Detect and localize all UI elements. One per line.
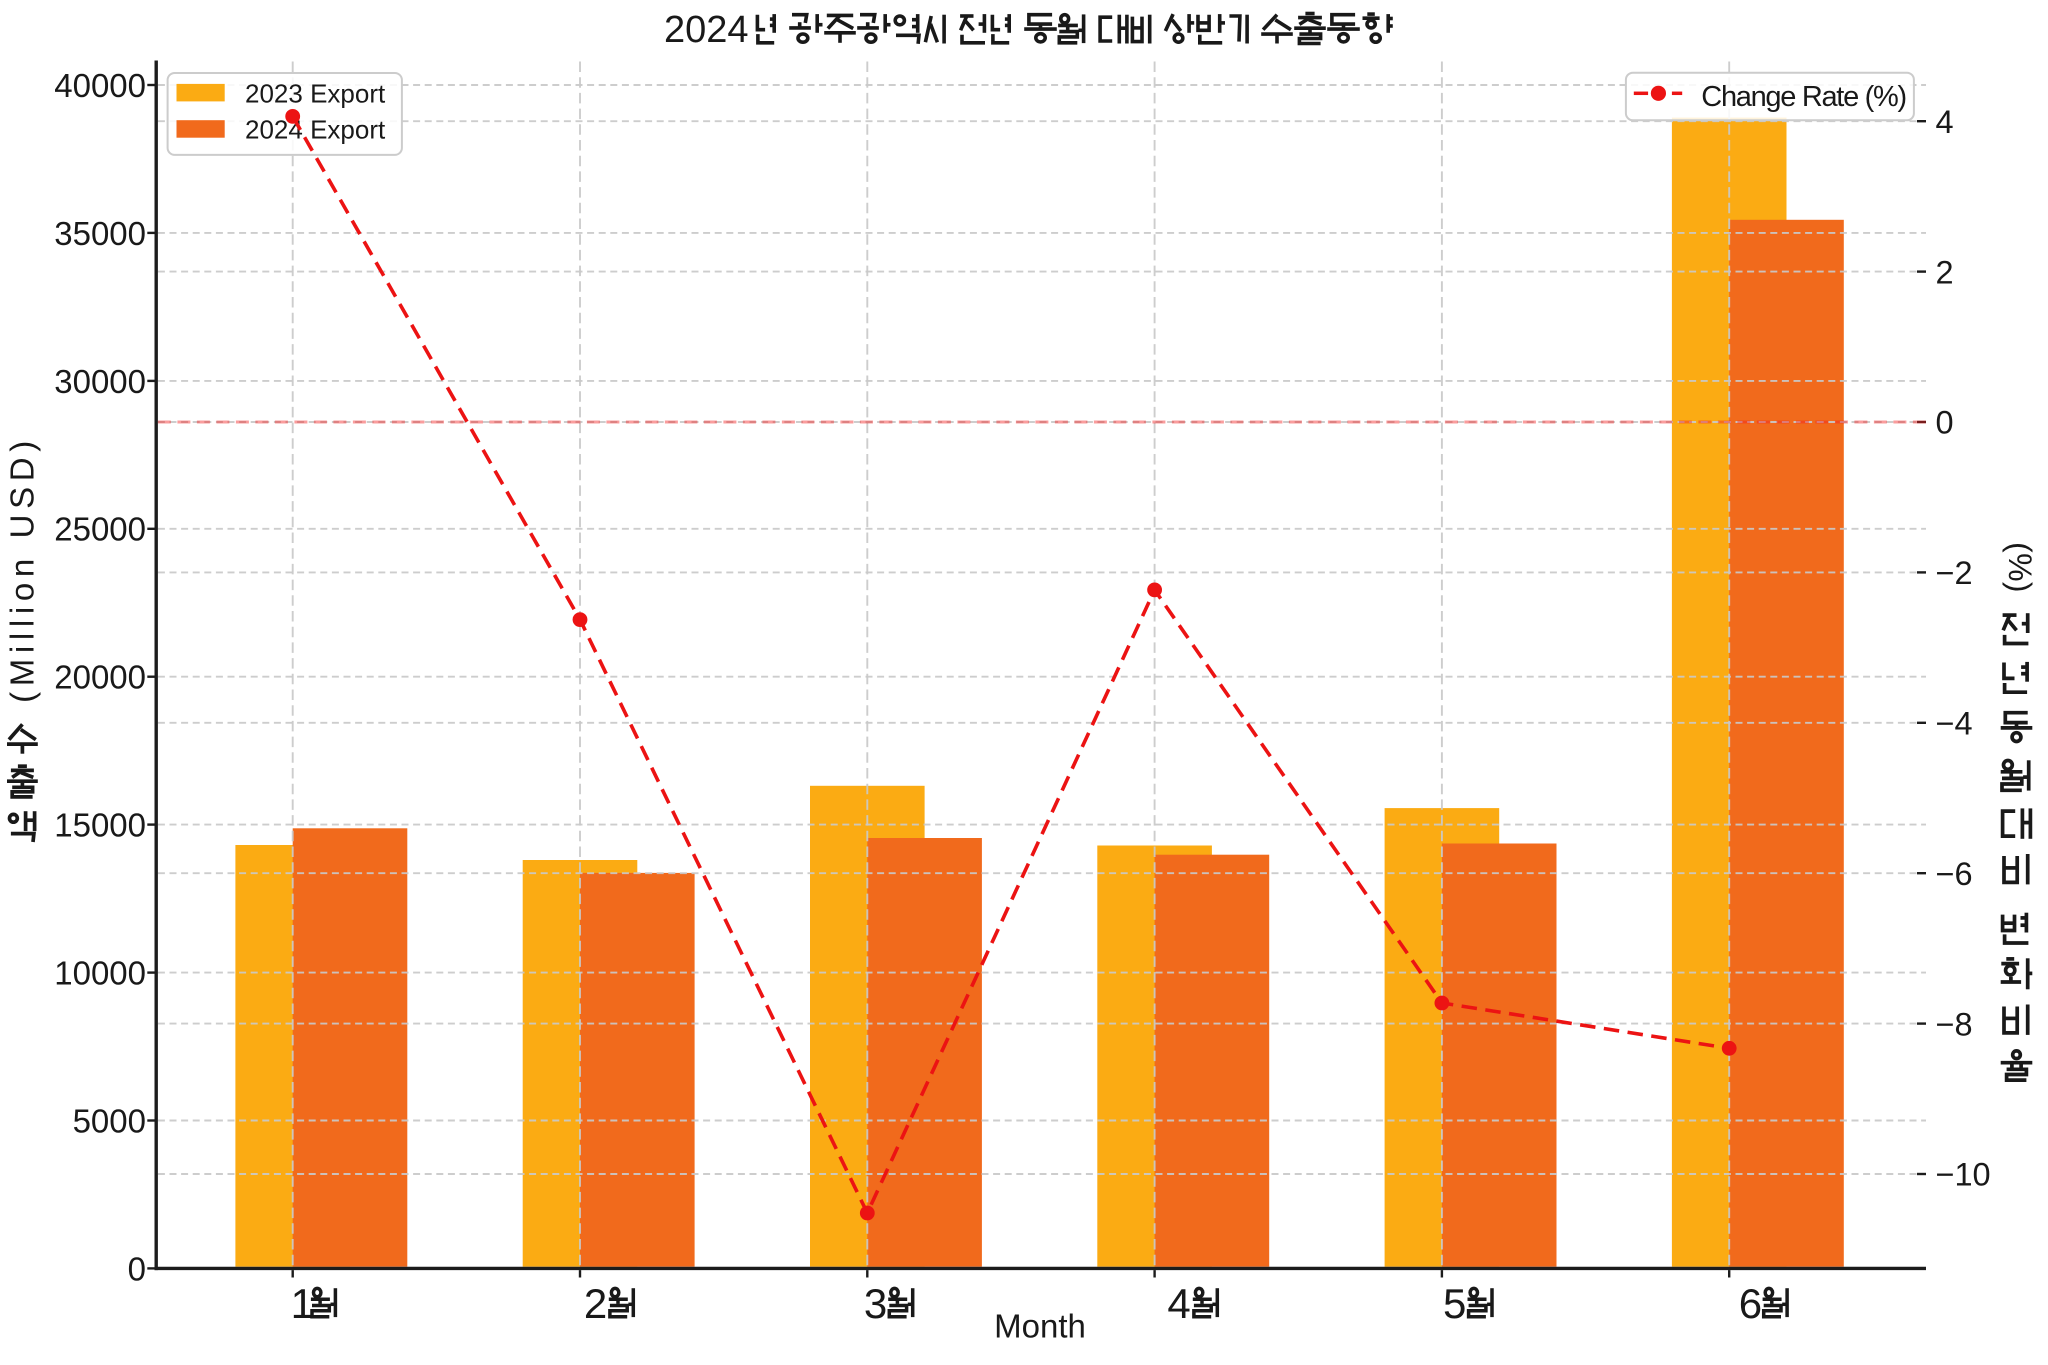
svg-text:30000: 30000: [54, 363, 146, 400]
svg-text:(Million USD): (Million USD): [4, 435, 41, 703]
svg-text:2: 2: [584, 1280, 607, 1327]
svg-text:2024 Export: 2024 Export: [245, 115, 386, 145]
svg-text:10000: 10000: [54, 955, 146, 992]
svg-text:2024: 2024: [664, 9, 749, 51]
svg-text:Month: Month: [994, 1307, 1086, 1344]
svg-text:2023 Export: 2023 Export: [245, 78, 386, 108]
svg-text:6: 6: [1739, 1280, 1762, 1327]
svg-text:−8: −8: [1936, 1006, 1973, 1042]
svg-text:4: 4: [1936, 104, 1954, 140]
svg-text:40000: 40000: [54, 67, 146, 104]
svg-text:Change Rate (%): Change Rate (%): [1701, 81, 1906, 113]
svg-text:−2: −2: [1936, 555, 1973, 591]
svg-text:3: 3: [864, 1280, 887, 1327]
svg-text:0: 0: [128, 1250, 146, 1287]
svg-text:−10: −10: [1936, 1157, 1991, 1193]
svg-text:5: 5: [1443, 1280, 1466, 1327]
svg-text:4: 4: [1167, 1280, 1190, 1327]
svg-text:15000: 15000: [54, 807, 146, 844]
svg-text:(%): (%): [2002, 542, 2038, 593]
svg-text:2: 2: [1936, 254, 1954, 290]
svg-text:0: 0: [1936, 405, 1954, 441]
svg-text:35000: 35000: [54, 215, 146, 252]
svg-text:−6: −6: [1936, 856, 1973, 892]
svg-text:−4: −4: [1936, 706, 1973, 742]
svg-text:5000: 5000: [73, 1102, 146, 1139]
svg-text:1: 1: [291, 1280, 314, 1327]
svg-text:25000: 25000: [54, 511, 146, 548]
svg-text:20000: 20000: [54, 659, 146, 696]
